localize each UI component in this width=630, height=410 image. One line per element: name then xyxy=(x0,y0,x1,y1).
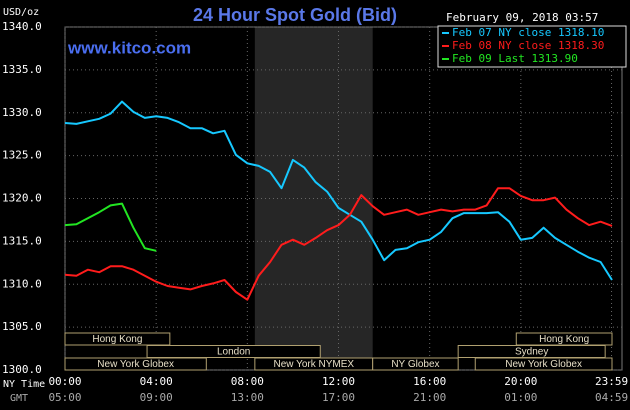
session-label: NY Globex xyxy=(391,359,439,370)
session-label: New York NYMEX xyxy=(273,359,354,370)
x-tick-label-gmt: 21:00 xyxy=(413,391,446,404)
y-tick-label: 1310.0 xyxy=(2,277,42,290)
y-tick-label: 1340.0 xyxy=(2,20,42,33)
x-tick-label-gmt: 17:00 xyxy=(322,391,355,404)
y-tick-label: 1325.0 xyxy=(2,149,42,162)
legend-box xyxy=(437,25,627,68)
series-line xyxy=(64,100,613,281)
session-box xyxy=(372,357,459,371)
y-axis-label: USD/oz xyxy=(3,7,39,18)
session-label: London xyxy=(217,347,250,358)
x-tick-label-gmt: 01:00 xyxy=(504,391,537,404)
session-label: Hong Kong xyxy=(539,334,589,345)
x-tick-label: 20:00 xyxy=(504,375,537,388)
series-line xyxy=(64,187,613,301)
session-box xyxy=(146,345,321,358)
x-tick-label: 04:00 xyxy=(140,375,173,388)
session-box xyxy=(64,357,207,371)
legend-label: Feb 07 NY close 1318.10 xyxy=(452,26,604,39)
y-tick-label: 1315.0 xyxy=(2,234,42,247)
session-label: Sydney xyxy=(515,347,548,358)
x-tick-label: 08:00 xyxy=(231,375,264,388)
y-tick-label: 1305.0 xyxy=(2,320,42,333)
y-tick-label: 1330.0 xyxy=(2,106,42,119)
x-tick-label-gmt: 04:59 xyxy=(595,391,628,404)
session-box xyxy=(474,357,613,371)
x-tick-label: 16:00 xyxy=(413,375,446,388)
session-label: Hong Kong xyxy=(92,334,142,345)
session-box xyxy=(64,332,171,346)
x-tick-label-gmt: 13:00 xyxy=(231,391,264,404)
chart-date: February 09, 2018 03:57 xyxy=(446,11,598,24)
legend-label: Feb 09 Last 1313.90 xyxy=(452,52,578,65)
x-tick-label: 00:00 xyxy=(48,375,81,388)
legend-label: Feb 08 NY close 1318.30 xyxy=(452,39,604,52)
x-axis-label: NY Time xyxy=(3,379,45,390)
series-line xyxy=(64,202,157,252)
y-tick-label: 1335.0 xyxy=(2,63,42,76)
watermark: www.kitco.com xyxy=(67,38,191,57)
x-tick-label-gmt: 05:00 xyxy=(48,391,81,404)
session-label: New York Globex xyxy=(505,359,582,370)
x-tick-label: 12:00 xyxy=(322,375,355,388)
y-tick-label: 1320.0 xyxy=(2,192,42,205)
session-label: New York Globex xyxy=(97,359,174,370)
y-tick-label: 1300.0 xyxy=(2,363,42,376)
x-tick-label: 23:59 xyxy=(595,375,628,388)
x-tick-label-gmt: 09:00 xyxy=(140,391,173,404)
x-axis-label: GMT xyxy=(10,393,28,404)
chart-title: 24 Hour Spot Gold (Bid) xyxy=(193,5,397,25)
